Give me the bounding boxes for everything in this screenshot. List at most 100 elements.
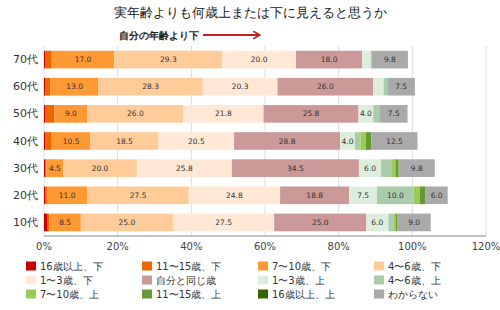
bar-segment [45,51,52,69]
bar-segment [296,51,362,69]
legend-label: 4〜6歳、上 [388,275,441,286]
bar-segment [392,159,395,177]
bar-segment [203,78,278,96]
data-label: 7.5 [395,82,407,91]
data-label: 9.8 [384,55,396,64]
x-tick-label: 0% [36,241,52,252]
data-label: 20.0 [92,164,109,173]
bar-segment [90,132,158,150]
grid-line [486,46,487,236]
bar-segment [47,159,64,177]
data-label: 28.8 [279,137,296,146]
bar-segment [234,132,340,150]
bar-segment [387,78,415,96]
bar-segment [48,214,50,232]
data-label: 9.8 [411,164,423,173]
bar-segment [51,78,99,96]
bar-segment [394,214,396,232]
bar-segment [137,159,232,177]
legend-label: 4〜6歳、下 [388,261,441,272]
data-label: 20.5 [188,137,205,146]
y-tick-label: 10代 [13,216,38,229]
bar-segment [399,159,435,177]
data-label: 18.5 [116,137,133,146]
bar-segment [359,105,374,123]
legend-label: 11〜15歳、下 [156,261,221,272]
data-label: 9.0 [65,109,77,118]
legend-swatch [26,290,36,299]
bar-segment [426,186,448,204]
bar-segment [384,78,388,96]
legend-swatch [26,262,36,271]
bar-segment [362,51,370,69]
data-label: 24.8 [226,191,243,200]
bar-segment [366,214,388,232]
bar-segment [183,105,263,123]
data-label: 34.5 [287,164,304,173]
bar-segment [396,214,398,232]
bar-segment [54,105,87,123]
bar-segment [274,214,366,232]
data-label: 6.0 [364,164,376,173]
bar-segment [380,105,408,123]
legend-label: 16歳以上、下 [40,261,103,272]
data-label: 18.8 [306,191,323,200]
legend-swatch [374,290,384,299]
bar-segment [388,214,394,232]
y-tick-label: 70代 [13,53,38,66]
y-tick-label: 40代 [13,135,38,148]
bar-segment [52,132,91,150]
legend-label: 1〜3歳、上 [272,275,325,286]
bar-segment [52,51,115,69]
legend-label: 16歳以上、上 [272,289,335,300]
bar-segment [44,78,45,96]
grid [44,46,486,236]
bar-segment [373,105,380,123]
legend-swatch [374,276,384,285]
data-label: 10.5 [63,137,80,146]
x-axis-line [44,236,486,237]
bar-segment [47,186,88,204]
data-label: 17.0 [75,55,92,64]
data-label: 6.0 [371,218,383,227]
data-label: 25.0 [119,218,136,227]
x-tick-label: 80% [328,241,350,252]
legend-label: わからない [388,289,438,300]
data-label: 6.0 [431,191,443,200]
x-tick-label: 40% [180,241,202,252]
data-label: 20.3 [232,82,249,91]
bar-segment [372,51,408,69]
data-label: 25.8 [176,164,193,173]
data-label: 8.5 [59,218,71,227]
x-axis: 0%20%40%60%80%100%120% [36,241,500,252]
data-label: 12.5 [386,137,403,146]
x-tick-label: 100% [398,241,427,252]
bar-segment [420,186,426,204]
data-label: 13.0 [66,82,83,91]
bar-segment [280,186,349,204]
data-labels: 8.511.04.510.59.013.017.025.027.520.018.… [49,55,443,227]
bar-segment [44,51,45,69]
legend-swatch [374,262,384,271]
data-label: 21.8 [215,109,232,118]
bar-segment [222,51,296,69]
annotation: 自分の年齢より下 [119,30,199,41]
annotation-arrow [203,34,259,36]
bar-segment [355,132,361,150]
bar-segment [50,214,81,232]
bar-segment [340,132,355,150]
data-label: 20.0 [251,55,268,64]
legend: 16歳以上、下11〜15歳、下7〜10歳、下4〜6歳、下1〜3歳、下自分と同じ歳… [26,261,441,300]
data-label: 29.3 [160,55,177,64]
bar-segment [395,159,398,177]
bar-segment [360,132,366,150]
bar-segment [45,132,52,150]
bar-segment [159,132,235,150]
bar-segment [87,186,188,204]
y-tick-label: 50代 [13,107,38,120]
x-tick-label: 60% [254,241,276,252]
y-tick-label: 30代 [13,162,38,175]
data-label: 7.5 [357,191,369,200]
legend-swatch [258,262,268,271]
legend-label: 自分と同じ歳 [156,275,216,286]
